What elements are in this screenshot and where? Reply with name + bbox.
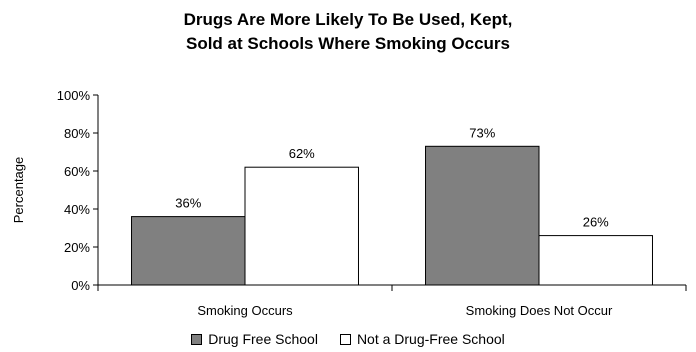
y-tick-label: 60% <box>64 164 90 179</box>
x-category-label: Smoking Occurs <box>197 303 293 318</box>
legend-item-not-drug-free: Not a Drug-Free School <box>339 330 505 348</box>
x-category-label: Smoking Does Not Occur <box>466 303 613 318</box>
legend-swatch-not-drug-free <box>339 333 351 345</box>
chart-title-line-2: Sold at Schools Where Smoking Occurs <box>185 34 510 53</box>
y-tick-label: 0% <box>71 278 90 293</box>
legend-item-drug-free: Drug Free School <box>191 330 318 348</box>
legend-swatch-drug-free <box>191 333 203 345</box>
chart-title-line-1: Drugs Are More Likely To Be Used, Kept, <box>183 10 513 29</box>
y-tick-label: 100% <box>57 88 91 103</box>
legend: Drug Free School Not a Drug-Free School <box>0 330 696 348</box>
y-axis-label: Percentage <box>11 157 26 224</box>
bar <box>425 145 540 286</box>
x-axis: Smoking Occurs Smoking Does Not Occur <box>97 284 687 318</box>
legend-label-not-drug-free: Not a Drug-Free School <box>356 331 505 347</box>
y-tick-label: 40% <box>64 202 90 217</box>
chart-title: Drugs Are More Likely To Be Used, Kept, … <box>0 8 696 56</box>
data-label: 62% <box>289 146 315 161</box>
y-tick-label: 80% <box>64 126 90 141</box>
bars <box>131 145 653 286</box>
data-label: 26% <box>583 215 609 230</box>
data-label: 73% <box>469 125 495 140</box>
bar <box>244 166 359 286</box>
data-label: 36% <box>175 196 201 211</box>
legend-label-drug-free: Drug Free School <box>208 331 318 347</box>
bar <box>538 235 653 286</box>
data-labels: 36% 62% 73% 26% <box>175 125 609 229</box>
y-tick-label: 20% <box>64 240 90 255</box>
bar <box>131 216 246 286</box>
y-axis: 0% 20% 40% 60% 80% 100% <box>57 88 99 293</box>
